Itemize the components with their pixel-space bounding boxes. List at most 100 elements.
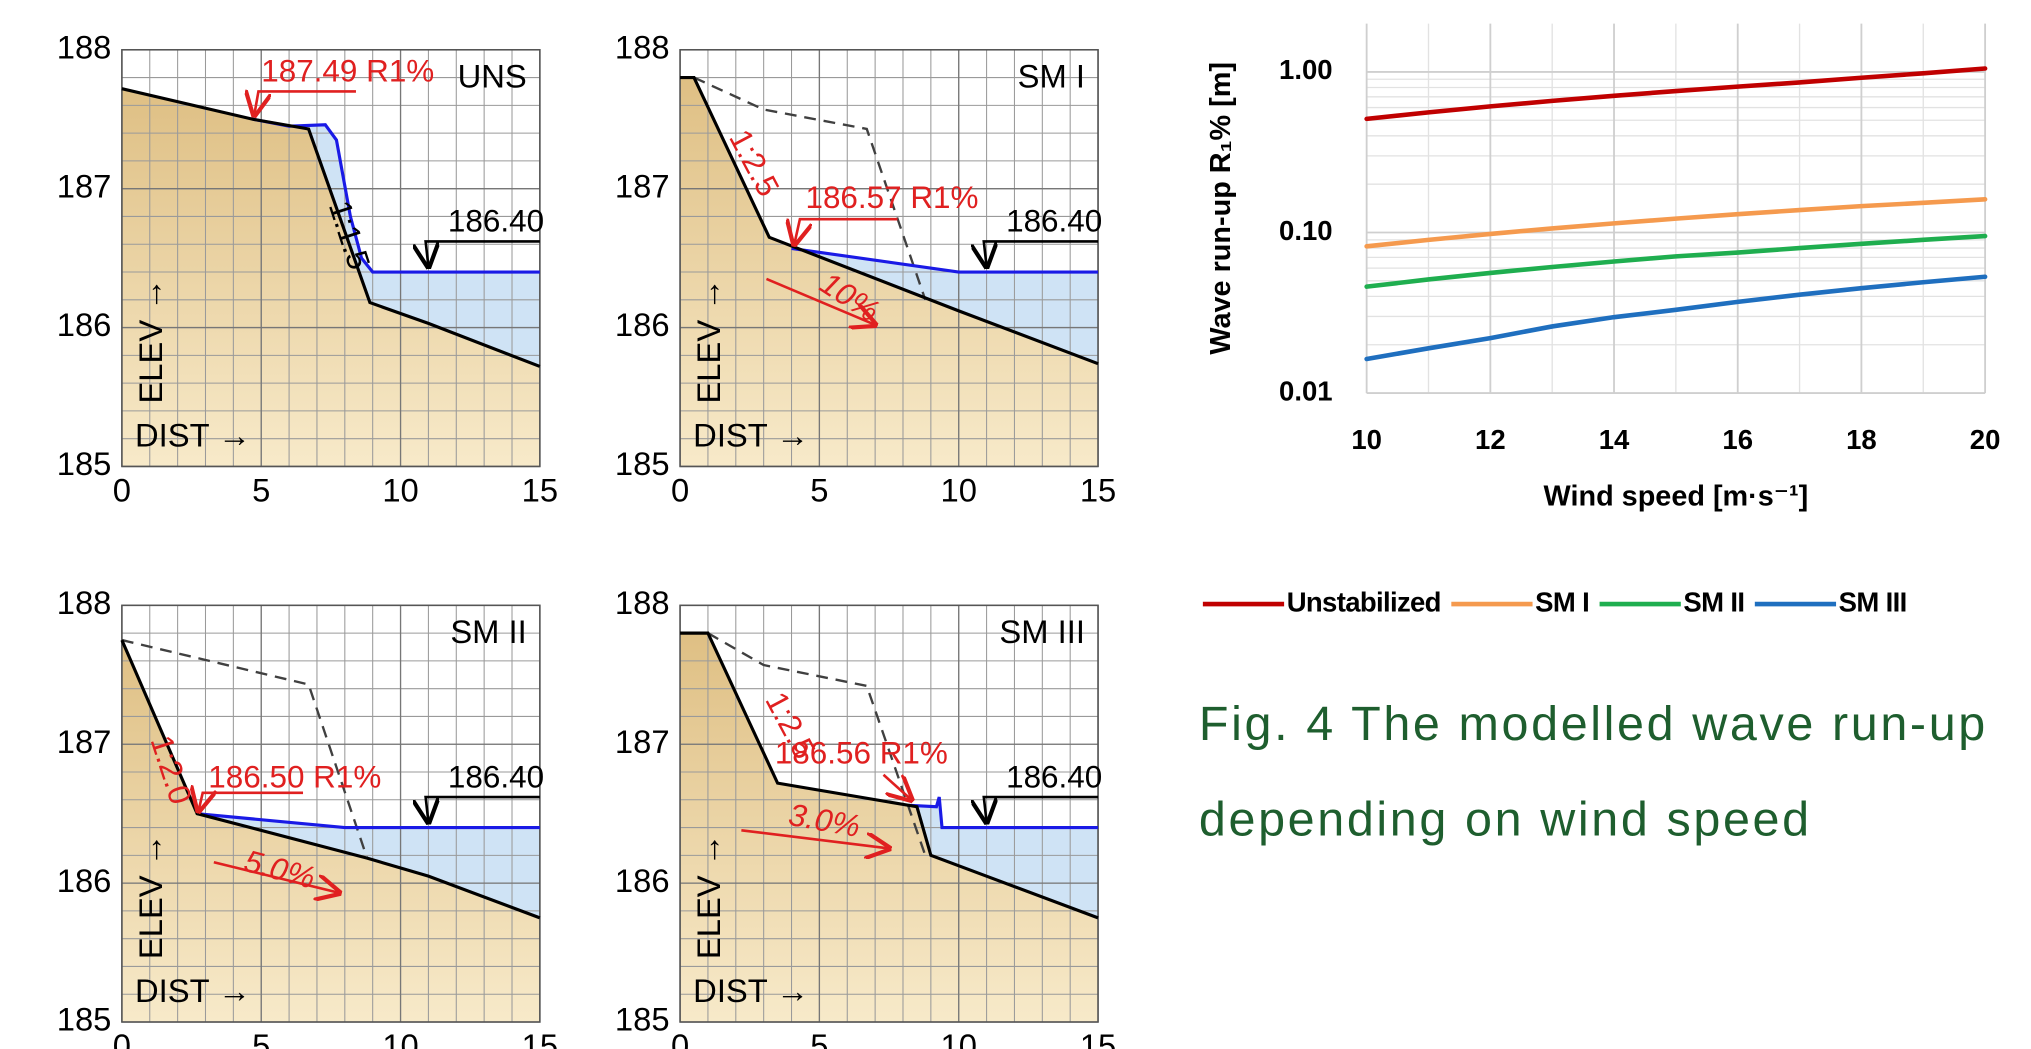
y-axis-label: ELEV → [132, 278, 169, 404]
annotation-level: 186.40 [1006, 759, 1102, 794]
x-tick-label: 15 [522, 1027, 558, 1049]
annotation-arrow [882, 773, 911, 800]
series-line [1364, 233, 1988, 289]
annotation-slope: 1:2.5 [759, 686, 823, 764]
x-axis-label: DIST → [135, 972, 251, 1009]
water-line [791, 246, 1099, 274]
y-tick-label: 186 [615, 862, 670, 899]
x-tick-label: 16 [1722, 424, 1753, 455]
y-tick-label: 188 [57, 584, 112, 621]
annotation-arrow [765, 277, 875, 325]
y-tick-label: 0.10 [1279, 215, 1333, 246]
x-tick-label: 20 [1970, 424, 2001, 455]
panel-title: SM I [1018, 57, 1085, 94]
plot-frame [679, 604, 1099, 1023]
x-tick-label: 5 [252, 471, 270, 508]
y-tick-label: 187 [57, 723, 112, 760]
water-fill [197, 813, 540, 918]
panel-title: SM II [450, 613, 526, 650]
y-tick-label: 188 [615, 584, 670, 621]
x-tick-label: 10 [382, 1027, 418, 1049]
annotation-arrow [984, 795, 1099, 822]
plot-frame [679, 49, 1099, 468]
terrain-line [120, 639, 541, 920]
annotation-arrow [199, 793, 304, 811]
terrain-fill [680, 77, 1099, 467]
annotation-runup: 186.56 R1% [775, 736, 948, 771]
x-tick-label: 5 [810, 1027, 828, 1049]
y-tick-label: 186 [615, 306, 670, 343]
annotation-level: 186.40 [448, 204, 544, 239]
annotation-level: 186.40 [1006, 204, 1102, 239]
legend-label: SM I [1535, 586, 1589, 617]
legend-label: SM II [1683, 586, 1744, 617]
water-line [196, 812, 540, 830]
x-axis-label: DIST → [693, 972, 809, 1009]
x-tick-label: 10 [1351, 424, 1382, 455]
plot-frame [121, 604, 541, 1023]
y-tick-label: 186 [57, 862, 112, 899]
series-line [1364, 274, 1988, 362]
caption-line: depending on wind speed [1199, 793, 1812, 847]
panel-title: UNS [458, 57, 527, 94]
y-tick-label: 1.00 [1279, 54, 1333, 85]
annotation-arrow [741, 829, 889, 848]
original-profile [707, 632, 927, 856]
x-tick-label: 0 [113, 471, 131, 508]
terrain-line [680, 75, 1099, 366]
x-tick-label: 10 [941, 1027, 977, 1049]
x-axis-label: Wind speed [m·s⁻¹] [1544, 481, 1809, 513]
annotation-runup: 186.50 R1% [208, 759, 381, 794]
original-profile [121, 638, 369, 859]
annotation-level: 186.40 [448, 759, 544, 794]
annotation-arrow [426, 795, 540, 822]
x-tick-label: 0 [113, 1027, 131, 1049]
y-tick-label: 187 [615, 723, 670, 760]
series-line [1364, 66, 1988, 122]
y-tick-label: 186 [57, 306, 112, 343]
water-fill [908, 797, 1099, 918]
x-tick-label: 12 [1475, 424, 1506, 455]
x-tick-label: 5 [252, 1027, 270, 1049]
terrain-fill [121, 640, 540, 1023]
annotation-runup: 186.57 R1% [805, 180, 978, 215]
x-tick-label: 15 [1080, 1027, 1116, 1049]
x-tick-label: 14 [1599, 424, 1630, 455]
terrain-line [121, 87, 541, 368]
y-axis-label: Wave run-up R₁% [m] [1205, 62, 1237, 355]
x-tick-label: 15 [1080, 471, 1116, 508]
y-tick-label: 188 [615, 28, 670, 65]
y-axis-label: ELEV → [690, 278, 727, 404]
y-axis-label: ELEV → [690, 834, 727, 960]
legend-label: SM III [1839, 586, 1907, 617]
annotation-arrow [254, 91, 356, 115]
x-axis-label: DIST → [693, 416, 809, 453]
x-tick-label: 15 [522, 471, 558, 508]
plot-frame [121, 49, 541, 468]
x-tick-label: 10 [941, 471, 977, 508]
y-tick-label: 185 [615, 1001, 670, 1038]
x-tick-label: 0 [671, 471, 689, 508]
annotation-arrow [426, 240, 540, 266]
terrain-line [680, 631, 1099, 920]
x-axis-label: DIST → [135, 416, 251, 453]
caption-line: Fig. 4 The modelled wave run-up [1199, 697, 1988, 751]
annotation-runup: 187.49 R1% [261, 54, 434, 89]
y-tick-label: 0.01 [1279, 375, 1333, 406]
series-line [1364, 196, 1988, 249]
y-axis-label: ELEV → [132, 834, 169, 960]
x-tick-label: 18 [1846, 424, 1877, 455]
annotation-arrow [984, 240, 1099, 266]
y-tick-label: 185 [615, 445, 670, 482]
x-tick-label: 10 [382, 471, 418, 508]
y-tick-label: 188 [57, 28, 112, 65]
annotation-arrow [213, 861, 339, 893]
terrain-fill [121, 88, 540, 467]
legend-label: Unstabilized [1287, 586, 1441, 617]
y-tick-label: 185 [57, 1001, 112, 1038]
y-tick-label: 185 [57, 445, 112, 482]
x-tick-label: 0 [671, 1027, 689, 1049]
annotation-arrow [794, 217, 898, 244]
